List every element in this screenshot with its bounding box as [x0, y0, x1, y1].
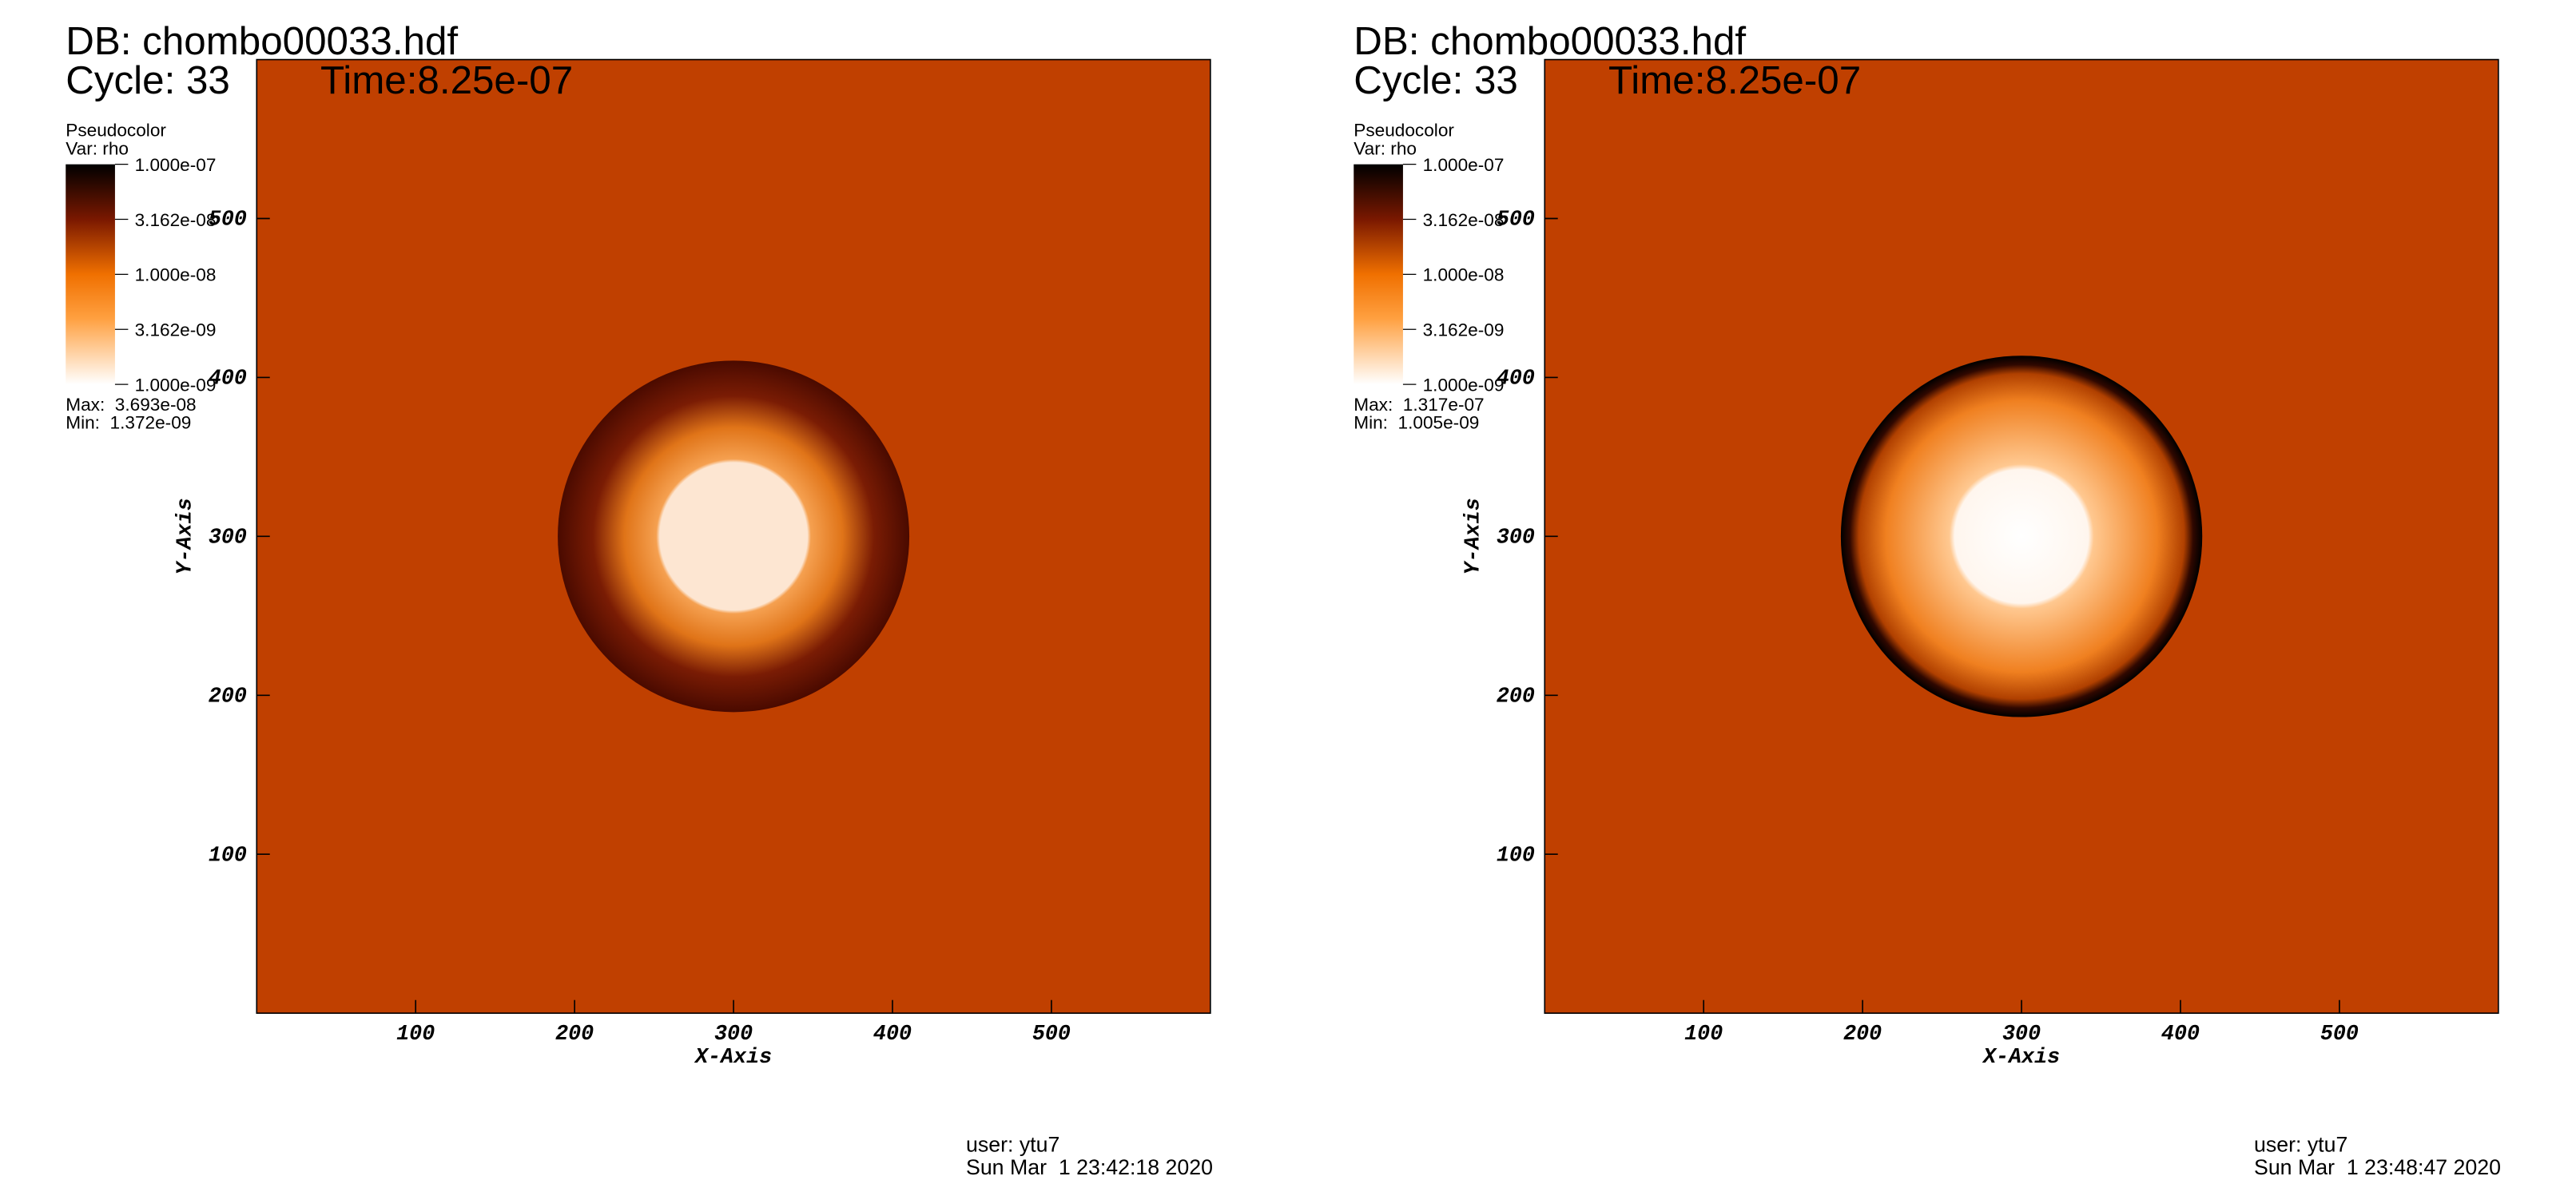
x-tick-label: 500	[1032, 1023, 1071, 1047]
legend-min: Min: 1.372e-09	[66, 413, 191, 433]
db-title: DB: chombo00033.hdf	[1354, 19, 1746, 63]
x-tick-label: 300	[2002, 1023, 2041, 1047]
y-tick-label: 200	[209, 685, 247, 709]
y-tick-label: 200	[1497, 685, 1535, 709]
time: Time:8.25e-07	[320, 58, 573, 102]
y-axis-label: Y-Axis	[174, 498, 198, 574]
legend-title: Pseudocolor	[1354, 121, 1454, 141]
legend-min: Min: 1.005e-09	[1354, 413, 1479, 433]
colorbar-tick-label: 1.000e-08	[135, 265, 217, 285]
colorbar	[66, 164, 115, 385]
y-axis-label: Y-Axis	[1462, 498, 1486, 574]
x-tick-label: 400	[873, 1023, 912, 1047]
density-region	[1840, 356, 2203, 717]
colorbar-tick-label: 1.000e-09	[1423, 375, 1505, 395]
legend-title: Pseudocolor	[66, 121, 166, 141]
y-tick-label: 400	[1497, 368, 1535, 391]
y-tick-label: 400	[209, 368, 247, 391]
x-tick-label: 400	[2161, 1023, 2200, 1047]
x-tick-label: 200	[1843, 1023, 1882, 1047]
x-tick-label: 500	[2320, 1023, 2359, 1047]
colorbar-tick-label: 3.162e-08	[1423, 210, 1505, 230]
y-tick-label: 300	[209, 526, 247, 550]
density-region	[558, 360, 910, 713]
x-tick-label: 300	[714, 1023, 753, 1047]
y-tick-label: 100	[1497, 844, 1535, 868]
colorbar-tick-label: 3.162e-09	[135, 320, 217, 340]
x-axis-label: X-Axis	[694, 1046, 772, 1070]
colorbar	[1354, 164, 1403, 385]
colorbar-tick-label: 1.000e-08	[1423, 265, 1505, 285]
date: Sun Mar 1 23:48:47 2020	[2254, 1155, 2501, 1179]
x-axis-label: X-Axis	[1982, 1046, 2060, 1070]
x-tick-label: 100	[1684, 1023, 1723, 1047]
y-tick-label: 300	[1497, 526, 1535, 550]
time: Time:8.25e-07	[1608, 58, 1861, 102]
colorbar-tick-label: 1.000e-07	[135, 155, 217, 175]
colorbar-tick-label: 1.000e-07	[1423, 155, 1505, 175]
colorbar-tick-label: 1.000e-09	[135, 375, 217, 395]
db-title: DB: chombo00033.hdf	[66, 19, 458, 63]
panel: 100 200 300 400 500 100 200 300 400 500 X-Axis Y-Ax…	[66, 19, 1213, 1179]
x-tick-label: 200	[555, 1023, 594, 1047]
colorbar-tick-label: 3.162e-09	[1423, 320, 1505, 340]
date: Sun Mar 1 23:42:18 2020	[966, 1155, 1213, 1179]
y-tick-label: 500	[209, 209, 247, 232]
legend-variable: Var: rho	[66, 138, 129, 158]
legend-max: Max: 3.693e-08	[66, 395, 196, 415]
legend-variable: Var: rho	[1354, 138, 1417, 158]
cycle: Cycle: 33	[1354, 58, 1518, 102]
colorbar-tick-label: 3.162e-08	[135, 210, 217, 230]
legend-max: Max: 1.317e-07	[1354, 395, 1484, 415]
y-tick-label: 500	[1497, 209, 1535, 232]
panel: 100 200 300 400 500 100 200 300 400 500 X-Axis Y-Ax…	[1354, 19, 2501, 1179]
user: user: ytu7	[966, 1132, 1059, 1156]
cycle: Cycle: 33	[66, 58, 230, 102]
y-tick-label: 100	[209, 844, 247, 868]
user: user: ytu7	[2254, 1132, 2347, 1156]
x-tick-label: 100	[396, 1023, 435, 1047]
